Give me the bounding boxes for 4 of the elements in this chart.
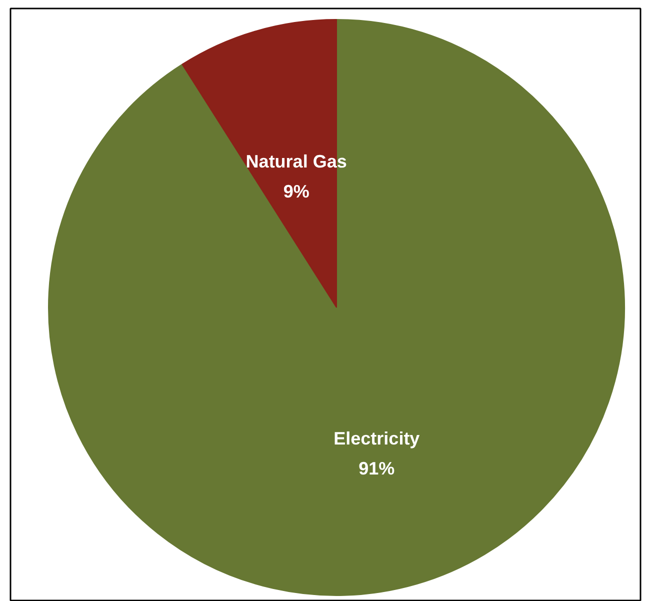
data-label: 9%: [283, 182, 310, 202]
data-label: 91%: [358, 458, 395, 478]
slice-label: Natural Gas: [246, 152, 347, 172]
slice-label: Electricity: [334, 428, 420, 448]
